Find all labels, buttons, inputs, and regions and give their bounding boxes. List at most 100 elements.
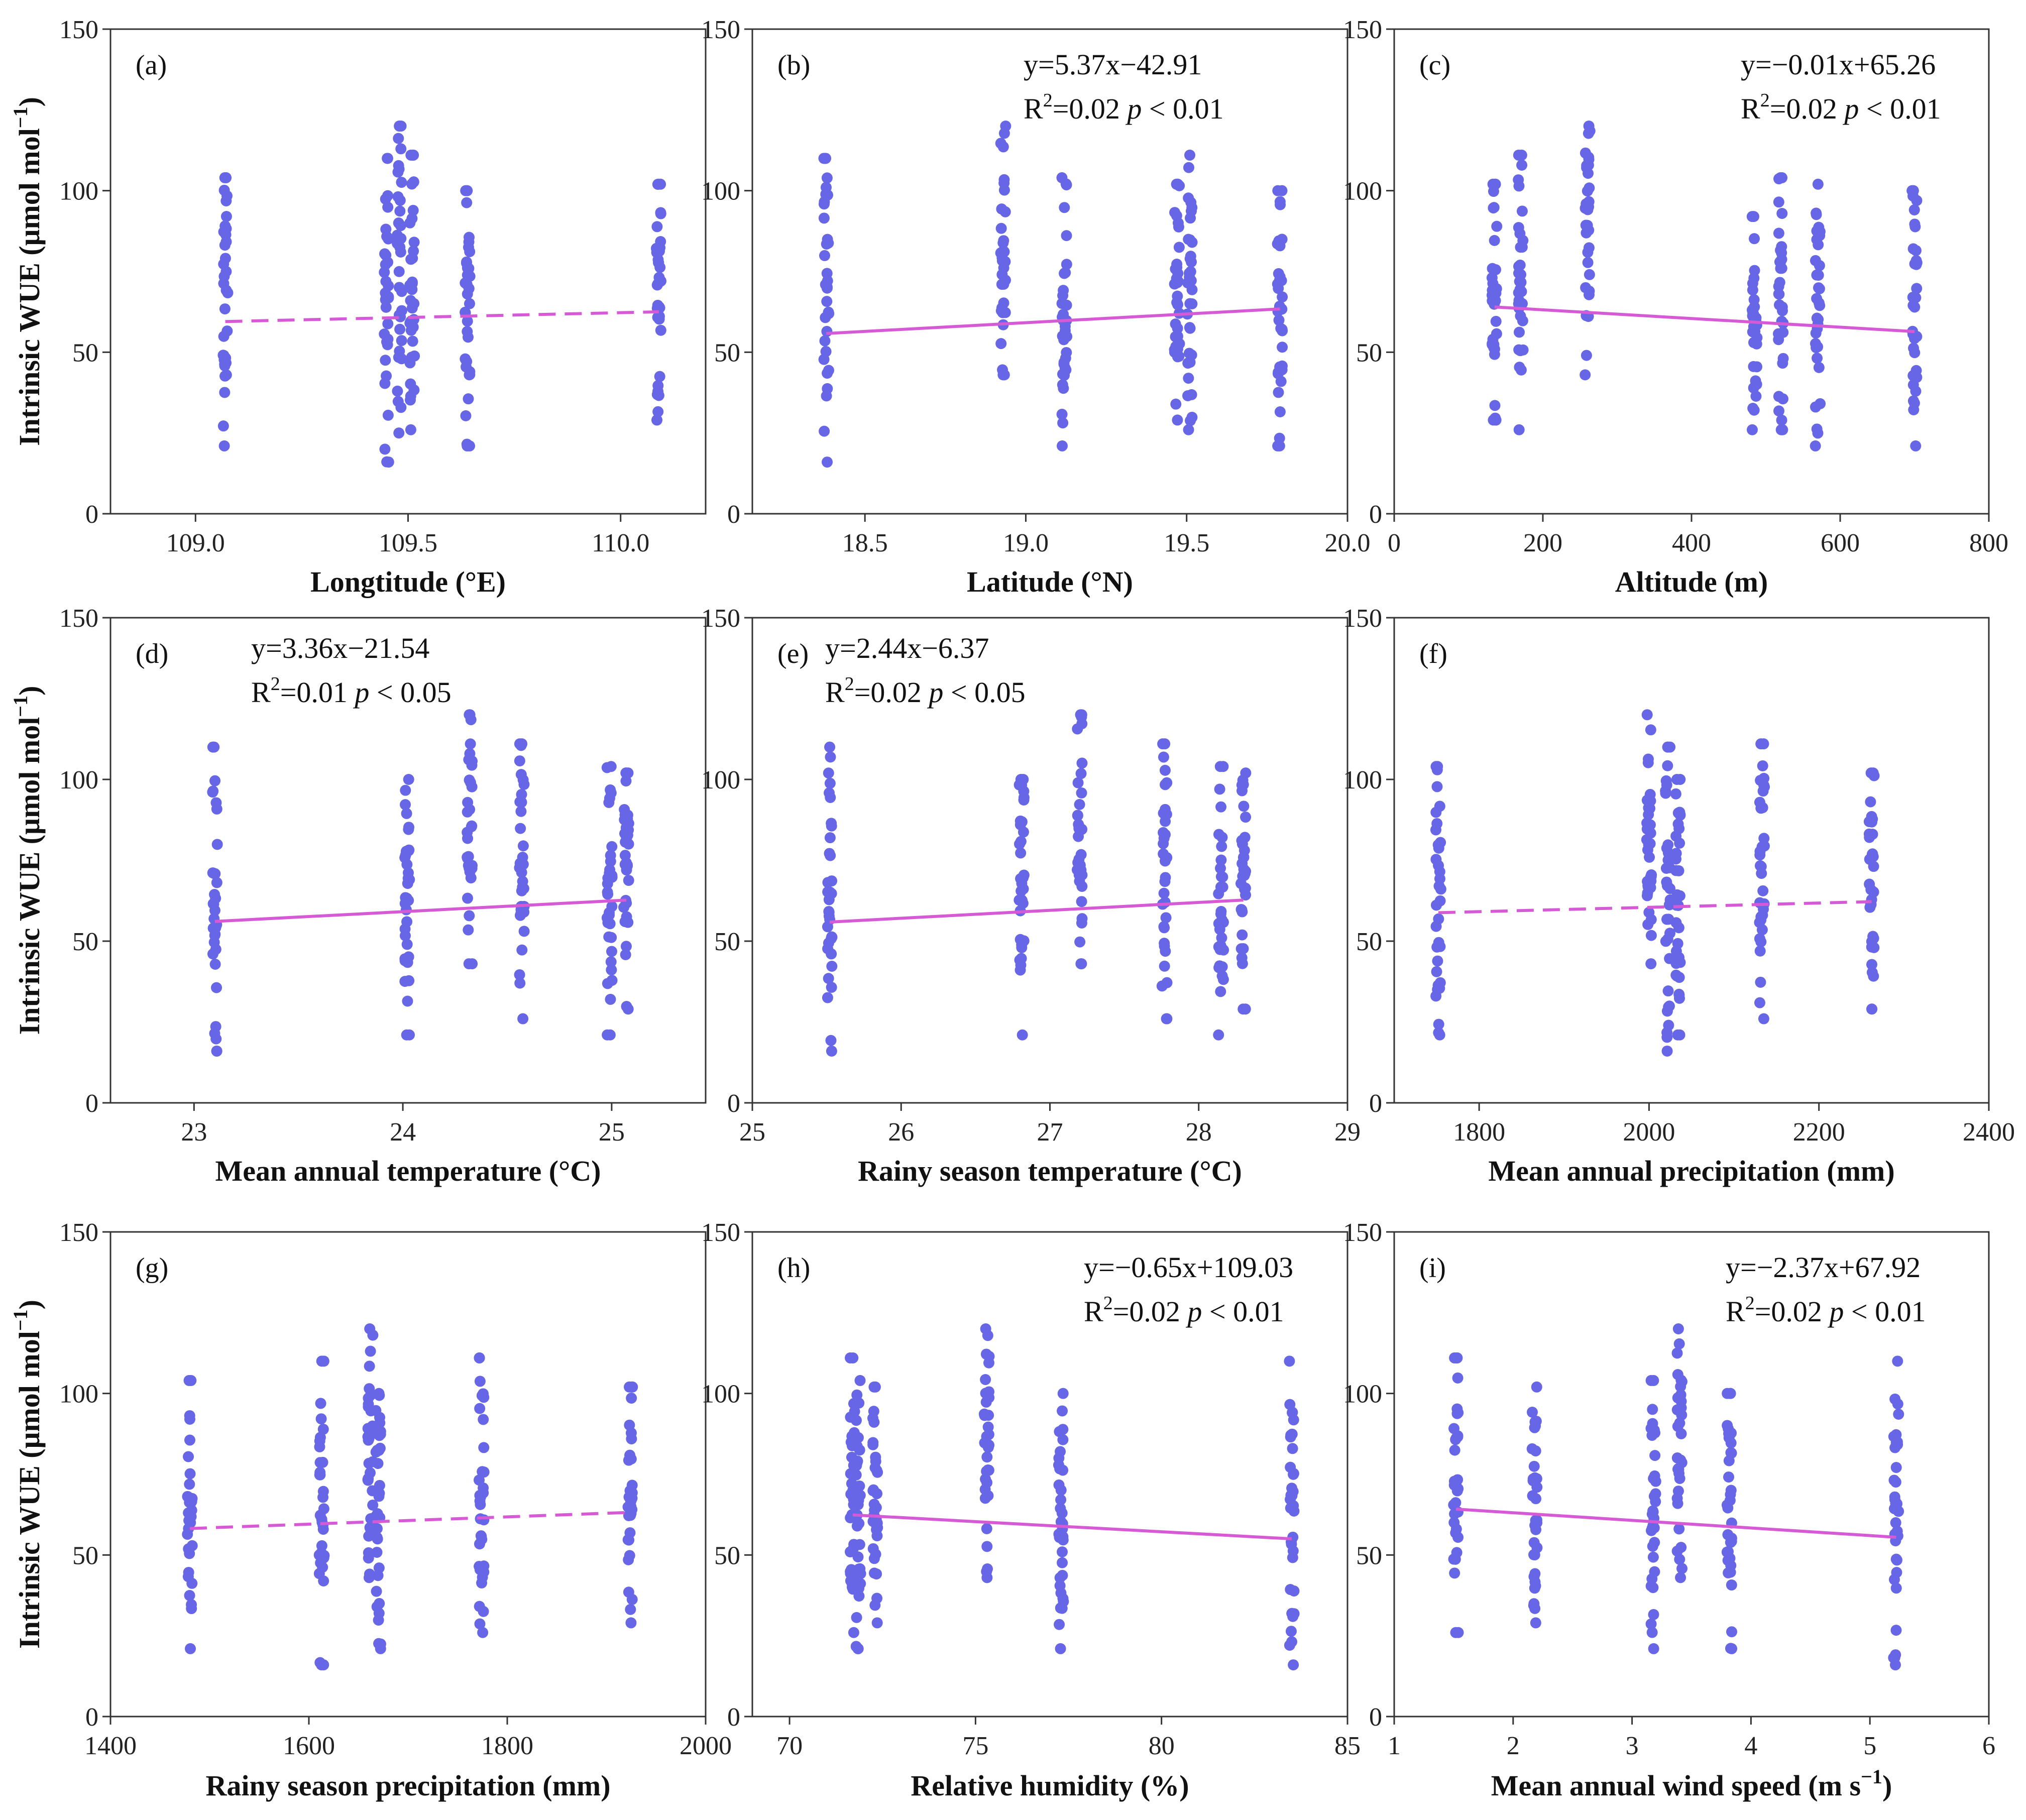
data-point <box>408 176 419 188</box>
data-point <box>374 1598 385 1609</box>
data-point <box>1486 289 1498 301</box>
x-tick-label: 2400 <box>1963 1118 2015 1147</box>
data-point <box>1430 807 1442 818</box>
y-axis-label: Intrinsic WUE (μmol mol−1) <box>9 1300 46 1649</box>
data-point <box>1662 760 1673 771</box>
regression-equation: y=3.36x−21.54 <box>251 632 429 664</box>
data-point <box>1072 857 1084 868</box>
data-point <box>1648 1375 1659 1386</box>
data-point <box>652 311 663 323</box>
data-point <box>826 960 838 972</box>
data-point <box>1158 833 1170 844</box>
data-point <box>1452 1372 1464 1384</box>
data-point <box>826 875 838 887</box>
data-point <box>1186 284 1198 295</box>
data-point <box>1890 1625 1902 1636</box>
data-point <box>825 751 836 763</box>
data-point <box>1054 1619 1065 1630</box>
data-point <box>1184 322 1195 333</box>
data-point <box>1516 205 1528 217</box>
data-point <box>365 1345 376 1357</box>
y-tick-label: 100 <box>59 1380 98 1409</box>
data-point <box>1660 862 1672 874</box>
data-point <box>1676 1563 1688 1574</box>
y-tick-label: 100 <box>701 177 740 206</box>
data-point <box>1670 853 1682 865</box>
data-point <box>464 804 476 815</box>
data-point <box>403 774 414 785</box>
data-point <box>1272 185 1284 196</box>
data-point <box>1435 837 1446 848</box>
data-point <box>1777 353 1789 364</box>
data-point <box>1754 945 1766 957</box>
data-point <box>1907 291 1919 303</box>
data-point <box>1672 1486 1684 1497</box>
data-point <box>314 1469 325 1481</box>
data-point <box>655 207 666 218</box>
data-point <box>1061 230 1072 242</box>
data-point <box>825 1035 837 1046</box>
data-point <box>474 1601 485 1612</box>
data-point <box>1515 310 1526 322</box>
data-point <box>406 302 418 314</box>
data-point <box>871 1568 882 1580</box>
data-point <box>822 368 833 379</box>
x-tick-label: 5 <box>1863 1732 1876 1760</box>
data-point <box>184 1434 195 1446</box>
data-point <box>1866 816 1877 828</box>
data-point <box>1649 1470 1660 1482</box>
fit-line <box>225 310 659 323</box>
data-point <box>1674 1417 1685 1429</box>
data-point <box>1449 1444 1460 1456</box>
data-point <box>1890 1553 1902 1565</box>
data-point <box>1057 417 1069 429</box>
data-point <box>1018 883 1029 894</box>
data-point <box>372 1444 383 1456</box>
data-point <box>515 823 526 834</box>
data-point <box>373 1562 385 1574</box>
data-point <box>603 797 615 808</box>
data-point <box>1644 803 1656 814</box>
data-point <box>1273 235 1285 247</box>
data-point <box>1288 1505 1300 1517</box>
data-point <box>1159 764 1171 776</box>
data-point <box>406 213 418 224</box>
data-point <box>407 149 419 161</box>
data-point <box>1272 305 1284 317</box>
x-tick-label: 3 <box>1626 1732 1639 1760</box>
data-point <box>1432 984 1443 995</box>
data-point <box>1645 1580 1657 1592</box>
data-point <box>394 242 406 253</box>
fit-line <box>189 1511 631 1530</box>
data-point <box>1235 878 1247 889</box>
data-point <box>1530 1493 1542 1505</box>
data-point <box>207 741 218 753</box>
data-point <box>1750 390 1762 402</box>
data-point <box>619 916 631 928</box>
data-point <box>1057 1531 1069 1542</box>
data-point <box>1642 881 1654 892</box>
data-point <box>871 1617 883 1629</box>
data-point <box>998 177 1010 189</box>
data-point <box>395 121 407 132</box>
data-point <box>826 1045 837 1057</box>
data-point <box>1777 393 1788 405</box>
data-point <box>1450 1497 1461 1509</box>
data-point <box>655 324 666 336</box>
data-point <box>1058 358 1070 370</box>
data-point <box>1583 196 1595 207</box>
data-point <box>402 995 413 1007</box>
data-point <box>824 914 836 926</box>
fit-line <box>1438 900 1872 915</box>
data-point <box>1661 1045 1673 1057</box>
panel-b: 0 50 100 150 18.5 19.0 19.5 20.0 (b) y=5.37x−42.9… <box>701 16 1371 598</box>
data-point <box>1183 162 1194 173</box>
data-point <box>1186 237 1198 248</box>
data-point <box>315 1413 327 1425</box>
data-point <box>1891 1525 1903 1537</box>
data-point <box>1647 1404 1658 1415</box>
data-point <box>207 898 219 909</box>
data-point <box>1288 1414 1299 1426</box>
data-point <box>393 133 404 144</box>
data-point <box>209 930 220 941</box>
